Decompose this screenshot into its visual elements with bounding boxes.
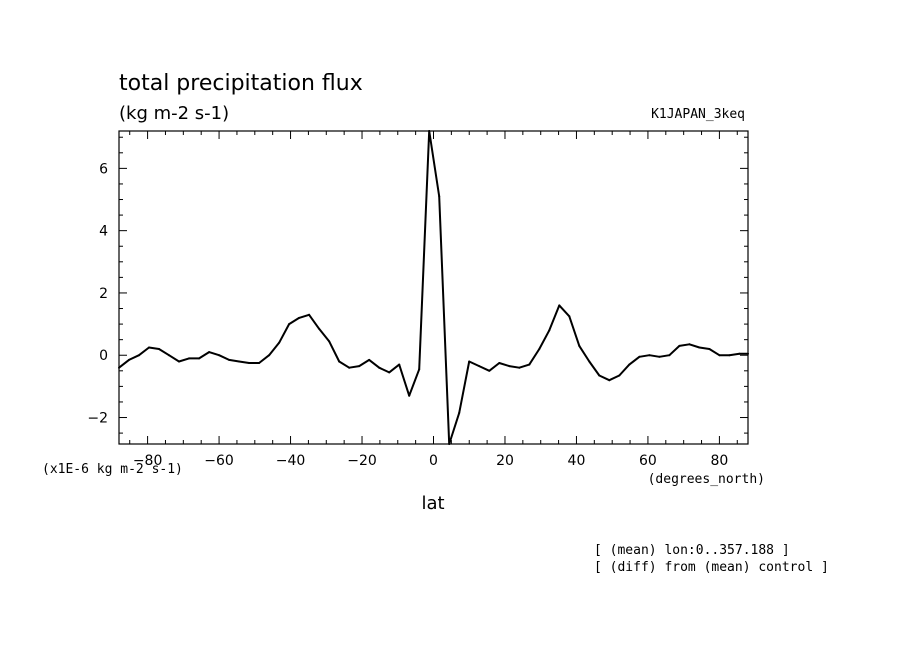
data-point: [598, 374, 601, 377]
data-point: [528, 363, 531, 366]
data-point: [558, 304, 561, 307]
data-point: [118, 366, 120, 369]
note-mean-lon: [ (mean) lon:0..357.188 ]: [594, 543, 790, 558]
data-point: [258, 362, 261, 364]
data-point: [648, 354, 651, 357]
y-tick-labels: −2 0 2 4 6: [87, 161, 108, 426]
data-point: [318, 327, 321, 330]
x-tick-label: −80: [133, 453, 163, 469]
data-point: [568, 315, 571, 318]
x-tick-label: 60: [639, 453, 657, 469]
x-tick-label: −60: [204, 453, 234, 469]
data-point: [248, 362, 251, 364]
note-diff-control: [ (diff) from (mean) control ]: [594, 560, 829, 575]
data-point: [738, 352, 741, 355]
data-point: [588, 360, 591, 363]
data-point: [498, 362, 501, 364]
data-point: [628, 363, 631, 366]
data-point: [698, 346, 701, 349]
data-point: [168, 354, 170, 357]
data-point: [208, 351, 211, 354]
data-point: [688, 343, 691, 346]
data-point: [228, 358, 231, 361]
data-point: [608, 379, 611, 382]
axis-ticks: [119, 131, 748, 444]
data-point: [128, 358, 130, 361]
data-point: [458, 411, 461, 414]
data-point: [538, 348, 541, 350]
data-point: [238, 360, 241, 363]
experiment-label: K1JAPAN_3keq: [651, 107, 745, 122]
x-units: (degrees_north): [648, 472, 765, 487]
data-point: [188, 357, 190, 360]
data-point: [418, 368, 421, 371]
data-point: [278, 341, 281, 344]
x-tick-label: −40: [276, 453, 306, 469]
data-point: [368, 358, 371, 361]
plot-frame: [118, 130, 749, 445]
data-point: [198, 357, 201, 360]
data-point: [438, 195, 441, 198]
data-point: [268, 354, 271, 357]
series-points: [118, 130, 749, 445]
chart-units: (kg m-2 s-1): [119, 103, 229, 124]
data-point: [638, 355, 641, 358]
data-point: [138, 354, 140, 357]
y-tick-label: 4: [99, 224, 108, 240]
data-point: [398, 363, 401, 366]
x-tick-label: 40: [568, 453, 586, 469]
data-point: [668, 354, 671, 357]
data-point: [288, 323, 291, 326]
data-point: [378, 366, 381, 369]
data-point: [328, 340, 331, 343]
data-point: [448, 443, 451, 445]
y-tick-label: 6: [99, 161, 108, 177]
x-tick-label: 20: [496, 453, 514, 469]
x-tick-label: −20: [347, 453, 377, 469]
data-point: [158, 348, 160, 350]
data-point: [348, 366, 351, 369]
data-point: [747, 352, 749, 355]
data-point: [718, 354, 721, 357]
data-point: [298, 316, 301, 319]
scale-label: (x1E-6 kg m-2 s-1): [42, 462, 183, 477]
data-point: [708, 348, 711, 350]
data-point: [478, 365, 481, 368]
data-point: [658, 355, 661, 358]
x-tick-label: 80: [710, 453, 728, 469]
x-tick-label: 0: [429, 453, 438, 469]
data-point: [148, 346, 150, 349]
data-point: [338, 360, 341, 363]
data-point: [618, 374, 621, 377]
series-line: [118, 130, 748, 445]
data-point: [488, 369, 491, 372]
data-point: [308, 313, 311, 316]
data-point: [388, 371, 391, 374]
data-point: [518, 366, 521, 369]
data-point: [468, 360, 471, 363]
data-point: [508, 365, 511, 368]
x-tick-labels: −80 −60 −40 −20 0 20 40 60 80: [133, 453, 729, 469]
y-tick-label: 2: [99, 286, 108, 302]
data-point: [578, 344, 581, 347]
y-tick-label: −2: [87, 411, 108, 427]
data-point: [178, 360, 180, 363]
data-point: [218, 354, 221, 357]
data-point: [358, 365, 361, 368]
chart-title: total precipitation flux: [119, 71, 363, 96]
data-point: [728, 354, 731, 357]
data-point: [408, 394, 411, 397]
y-tick-label: 0: [99, 348, 108, 364]
data-point: [678, 344, 681, 347]
x-axis-label: lat: [421, 493, 444, 514]
data-point: [548, 329, 551, 332]
data-point: [428, 130, 431, 132]
